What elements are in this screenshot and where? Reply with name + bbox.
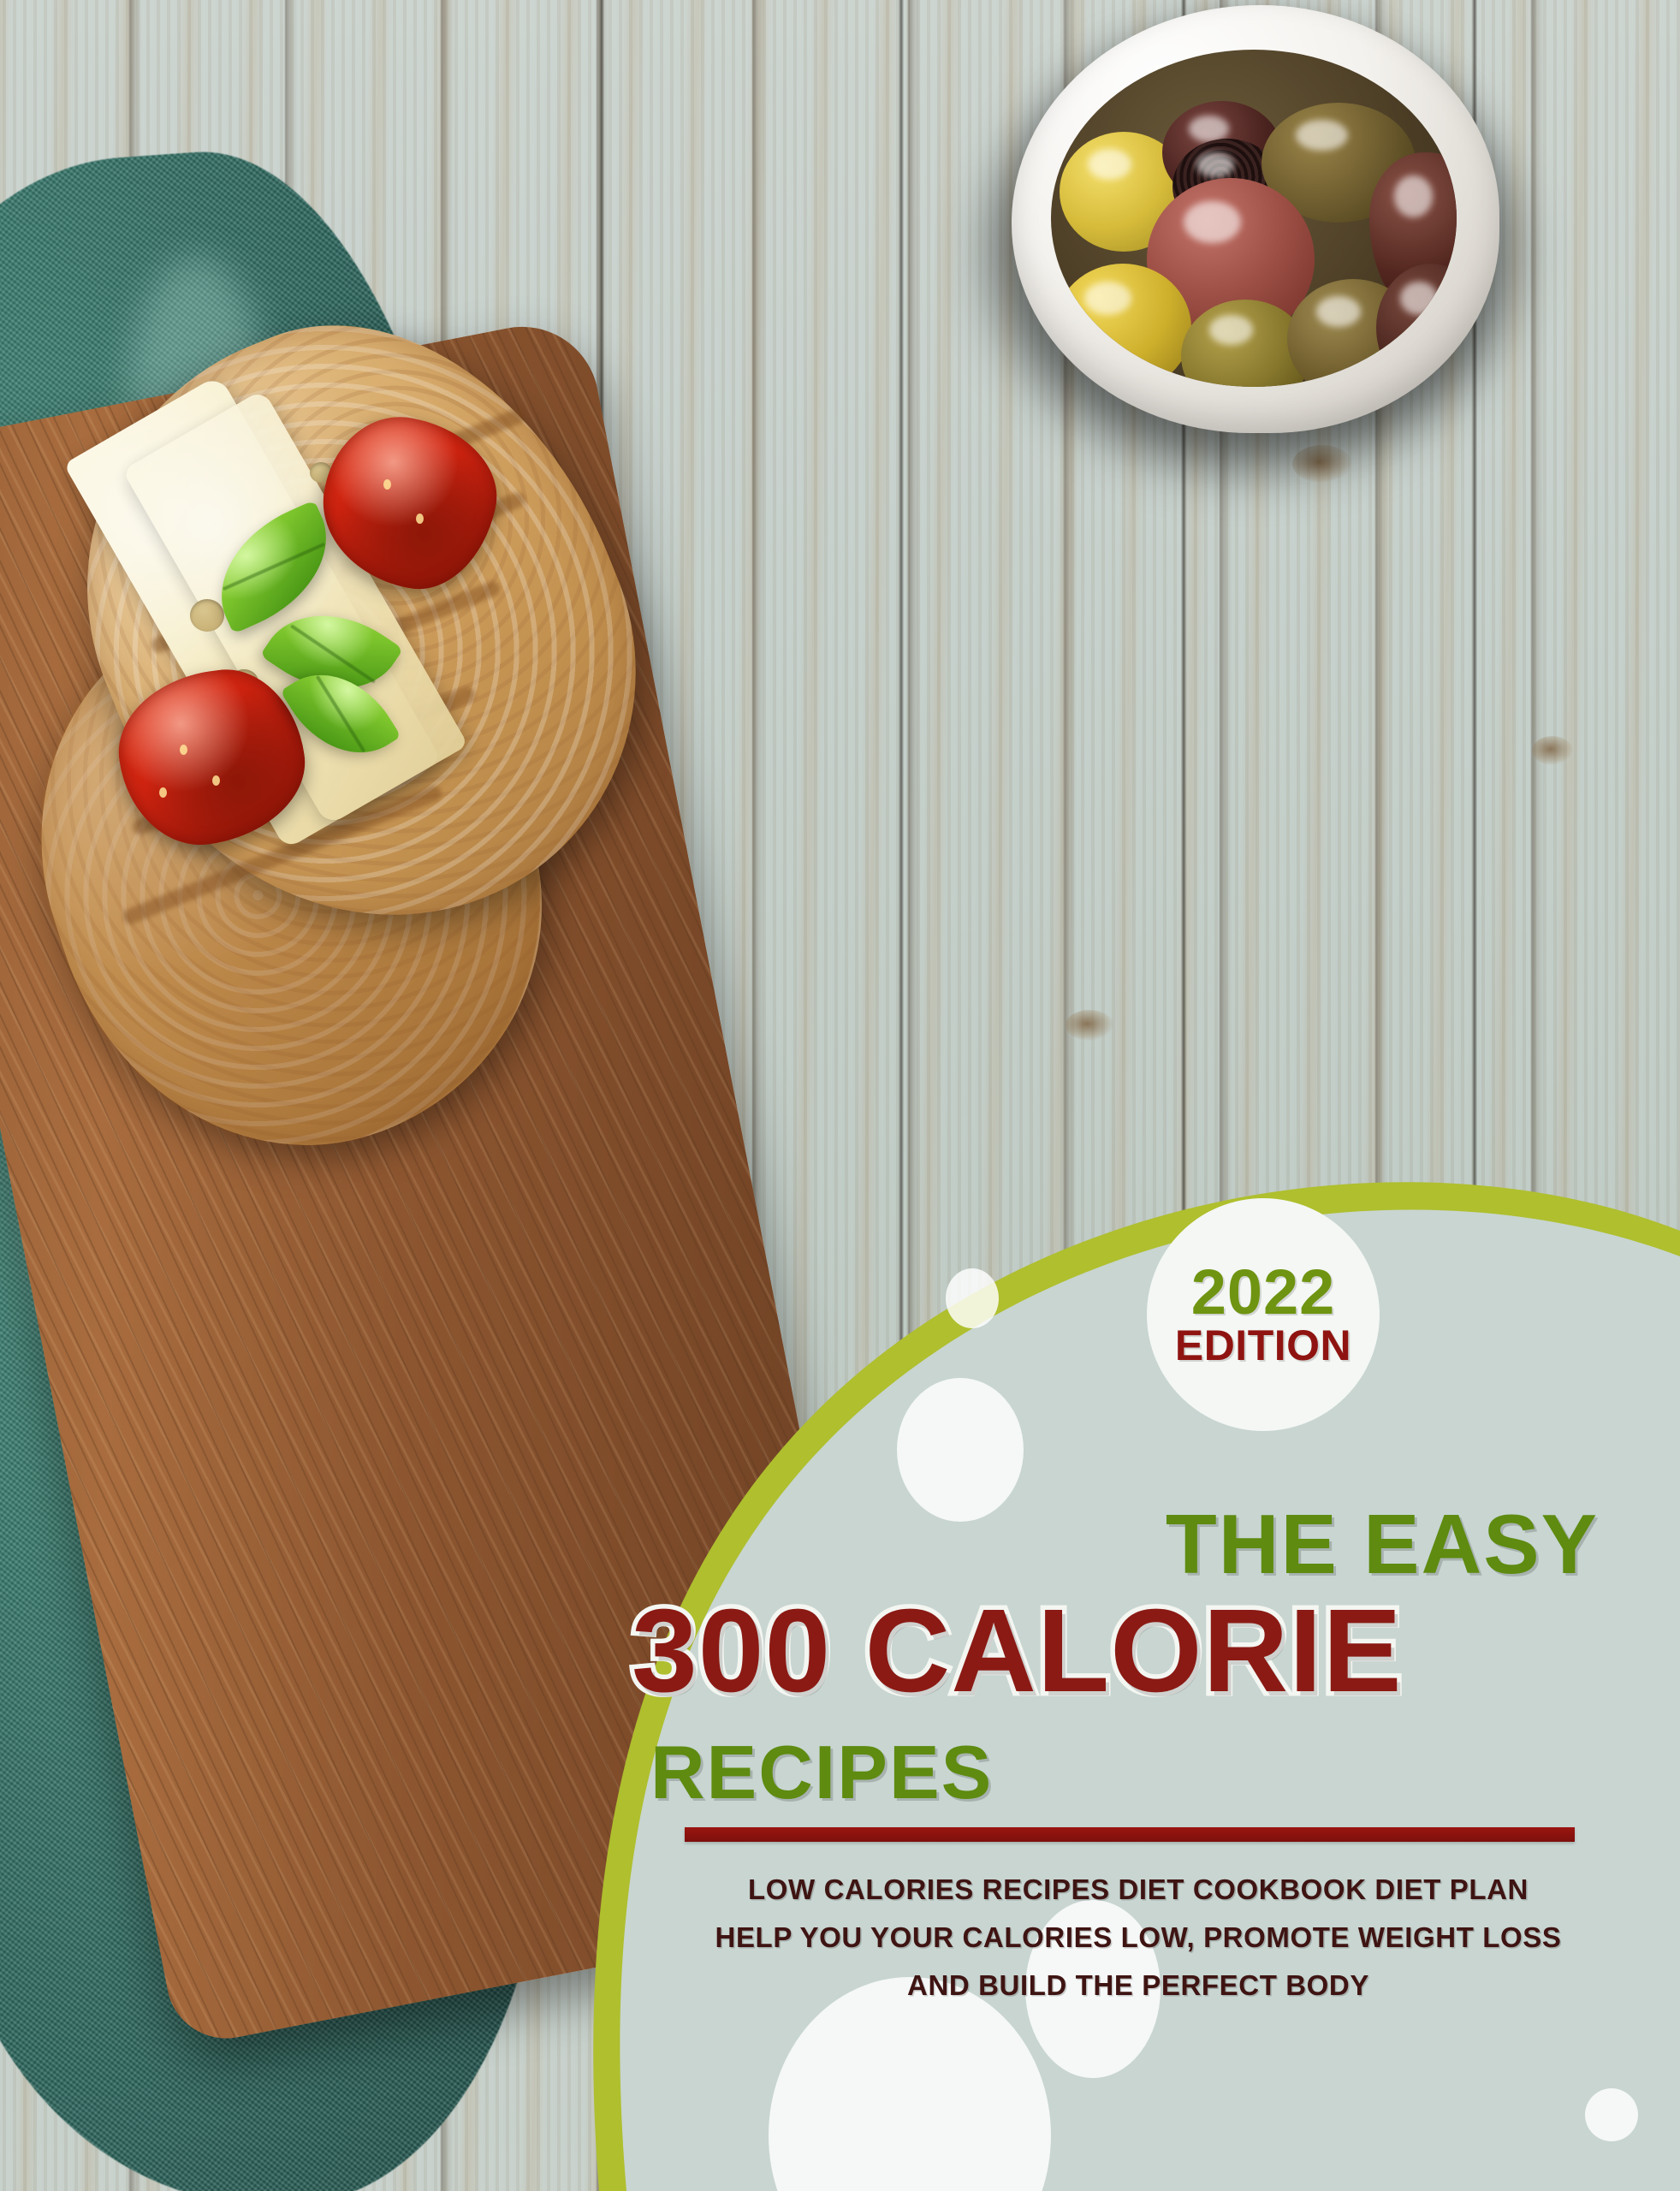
subtitle-block: LOW CALORIES RECIPES DIET COOKBOOK DIET … bbox=[668, 1866, 1609, 2010]
bowl-interior bbox=[1051, 50, 1457, 387]
wood-knot bbox=[1066, 1010, 1113, 1041]
title-line-the-easy: THE EASY bbox=[1165, 1497, 1599, 1591]
tomato-seed bbox=[383, 479, 391, 490]
wood-knot bbox=[1292, 445, 1352, 483]
olive-bowl bbox=[1012, 5, 1499, 433]
title-line-recipes: RECIPES bbox=[650, 1730, 994, 1814]
olive-dark-right bbox=[1376, 264, 1457, 387]
tomato-seed bbox=[180, 745, 187, 755]
tomato-seed bbox=[159, 787, 167, 798]
wood-knot bbox=[1532, 736, 1573, 765]
cover-text-block: 2022 EDITION THE EASY 300 CALORIE RECIPE… bbox=[627, 1181, 1638, 2191]
plank-gap bbox=[1472, 0, 1477, 2191]
tomato-seed bbox=[416, 514, 424, 524]
decorative-bubble bbox=[946, 1268, 999, 1328]
title-line-300-calorie: 300 CALORIE bbox=[627, 1581, 1407, 1722]
olive-yellow bbox=[1054, 264, 1191, 387]
plank-gap bbox=[899, 0, 904, 2191]
subtitle-line-3: AND BUILD THE PERFECT BODY bbox=[907, 1969, 1369, 2002]
subtitle-line-1: LOW CALORIES RECIPES DIET COOKBOOK DIET … bbox=[748, 1873, 1529, 1905]
edition-badge: 2022 EDITION bbox=[1147, 1198, 1380, 1431]
title-divider-rule bbox=[685, 1827, 1575, 1842]
plank-gap bbox=[1181, 0, 1186, 2191]
badge-edition-label: EDITION bbox=[1174, 1321, 1352, 1370]
badge-year-label: 2022 bbox=[1190, 1256, 1336, 1327]
decorative-bubble bbox=[1585, 2088, 1638, 2141]
decorative-bubble bbox=[1025, 1900, 1161, 2078]
decorative-bubble bbox=[897, 1378, 1024, 1522]
tomato-seed bbox=[212, 775, 220, 786]
subtitle-line-2: HELP YOU YOUR CALORIES LOW, PROMOTE WEIG… bbox=[715, 1921, 1562, 1954]
cheese-hole bbox=[190, 599, 224, 632]
